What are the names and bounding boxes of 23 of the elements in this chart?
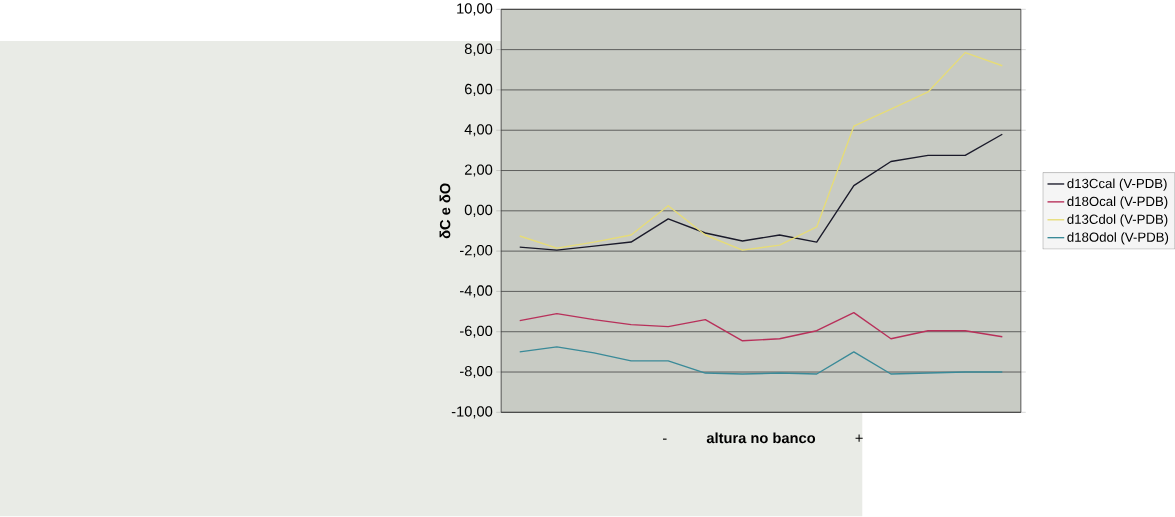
legend-label: d18Odol (V-PDB) (1067, 232, 1169, 245)
y-tick-label: -6,00 (459, 325, 493, 338)
legend-label: d18Ocal (V-PDB) (1067, 196, 1168, 209)
line-series (519, 346, 1003, 375)
y-tick-label: -10,00 (451, 406, 493, 419)
legend-label: d13Cdol (V-PDB) (1067, 214, 1168, 227)
y-tick-label: 4,00 (464, 124, 493, 137)
y-tick-label: 0,00 (464, 204, 493, 218)
x-axis-title: altura no banco (706, 432, 816, 444)
y-tick-label: 10,00 (457, 3, 493, 16)
line-series (519, 312, 1003, 342)
y-tick-label: 2,00 (464, 164, 493, 177)
line-series (519, 133, 1003, 252)
text: - (662, 438, 667, 440)
line-series (519, 52, 1003, 252)
text: + (855, 434, 863, 442)
y-axis-title: δC e δO (439, 183, 451, 239)
legend-label: d13Ccal (V-PDB) (1067, 178, 1167, 191)
y-tick-label: -2,00 (459, 245, 493, 258)
y-tick-label: 6,00 (464, 84, 493, 97)
y-tick-label: -4,00 (459, 285, 493, 298)
y-tick-label: 8,00 (464, 43, 493, 56)
y-tick-label: -8,00 (459, 366, 493, 379)
